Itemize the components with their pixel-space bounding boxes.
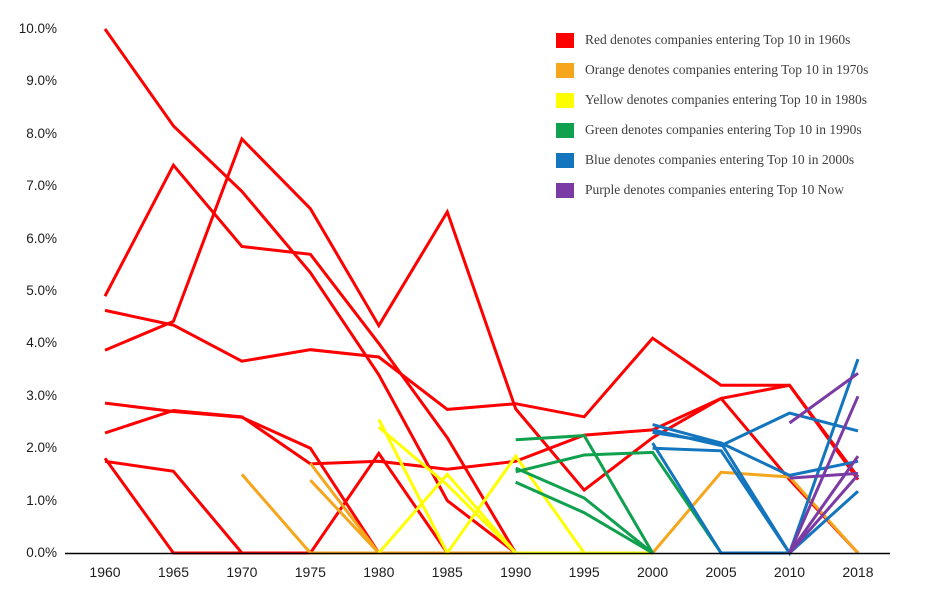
y-tick-label: 7.0% <box>26 178 57 194</box>
x-tick-label: 2010 <box>773 564 806 580</box>
data-line-yellow-1980s-b <box>377 426 653 555</box>
data-line-yellow-1980s-c <box>377 472 517 554</box>
legend-swatch-icon <box>556 92 574 108</box>
y-tick-label: 2.0% <box>26 440 57 456</box>
legend-swatch-icon <box>556 32 574 48</box>
legend-label: Green denotes companies entering Top 10 … <box>585 122 862 137</box>
x-tick-label: 1980 <box>363 564 395 580</box>
legend-label: Purple denotes companies entering Top 10… <box>585 182 845 197</box>
y-tick-label: 3.0% <box>26 387 57 403</box>
x-tick-label: 2000 <box>637 564 669 580</box>
x-tick-label: 1960 <box>89 564 121 580</box>
data-line-red-1960s-b <box>103 162 653 555</box>
x-tick-label: 1975 <box>294 564 326 580</box>
data-line-green-1990s-d <box>515 480 654 555</box>
data-line-purple-now-c <box>788 455 860 554</box>
data-line-red-1960s-g <box>103 457 379 555</box>
data-line-blue-2000s-a <box>652 358 860 557</box>
y-tick-label: 10.0% <box>18 21 57 36</box>
y-tick-label: 8.0% <box>26 125 57 141</box>
data-line-red-1960s-e <box>104 401 381 554</box>
x-tick-label: 1990 <box>500 564 532 580</box>
y-tick-label: 9.0% <box>26 73 57 89</box>
data-line-red-1960s-a <box>103 28 585 555</box>
x-tick-label: 2005 <box>705 564 737 580</box>
legend-swatch-icon <box>556 182 574 198</box>
data-line-green-1990s-c <box>515 450 723 554</box>
legend-item: Purple denotes companies entering Top 10… <box>556 175 868 205</box>
data-line-red-1960s-c <box>104 136 860 555</box>
x-tick-label: 1970 <box>226 564 258 580</box>
y-tick-label: 1.0% <box>26 492 57 508</box>
data-line-orange-1970s-b <box>309 462 380 554</box>
legend-swatch-icon <box>556 122 574 138</box>
data-line-green-1990s-b <box>515 466 654 555</box>
legend-label: Blue denotes companies entering Top 10 i… <box>585 152 855 167</box>
legend-label: Orange denotes companies entering Top 10… <box>585 62 869 77</box>
data-line-blue-2000s-d <box>652 431 859 477</box>
y-tick-label: 0.0% <box>26 545 57 560</box>
x-tick-label: 1995 <box>568 564 600 580</box>
legend: Red denotes companies entering Top 10 in… <box>556 25 868 205</box>
legend-item: Blue denotes companies entering Top 10 i… <box>556 145 868 175</box>
legend-swatch-icon <box>556 152 574 168</box>
data-line-green-1990s-a <box>515 434 654 554</box>
data-line-red-1960s-d <box>104 308 860 481</box>
data-line-red-1960s-h <box>104 450 449 555</box>
y-tick-label: 4.0% <box>26 335 57 351</box>
x-tick-label: 1985 <box>431 564 463 580</box>
data-line-orange-1970s-c <box>309 479 380 555</box>
y-tick-label: 6.0% <box>26 230 57 246</box>
legend-item: Red denotes companies entering Top 10 in… <box>556 25 868 55</box>
legend-label: Yellow denotes companies entering Top 10… <box>585 92 868 107</box>
legend-item: Orange denotes companies entering Top 10… <box>556 55 868 85</box>
data-line-blue-2000s-e <box>652 446 791 554</box>
data-line-purple-now-e <box>788 473 860 554</box>
legend-swatch-icon <box>556 62 574 78</box>
legend-label: Red denotes companies entering Top 10 in… <box>585 32 851 47</box>
legend-item: Yellow denotes companies entering Top 10… <box>556 85 868 115</box>
legend-item: Green denotes companies entering Top 10 … <box>556 115 868 145</box>
data-line-red-1960s-f <box>104 383 860 478</box>
data-line-purple-now-a <box>788 372 859 425</box>
y-tick-label: 5.0% <box>26 283 57 298</box>
x-tick-label: 1965 <box>157 564 190 580</box>
x-tick-label: 2018 <box>842 564 874 580</box>
data-line-purple-now-d <box>789 471 859 480</box>
data-line-yellow-1980s-a <box>377 418 586 556</box>
